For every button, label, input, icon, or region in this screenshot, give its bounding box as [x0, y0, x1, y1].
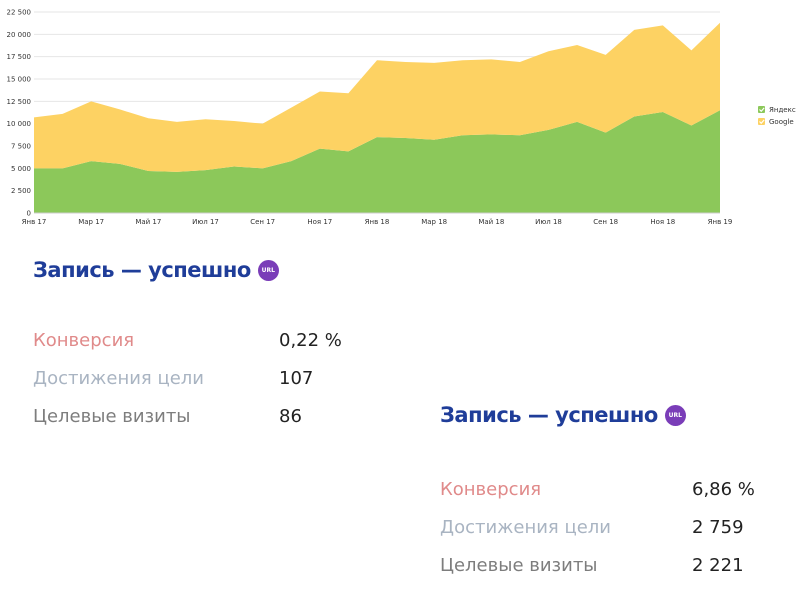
- goals-label: Достижения цели: [33, 368, 204, 389]
- x-tick-label: Июл 18: [535, 218, 562, 226]
- y-tick-label: 22 500: [7, 9, 32, 17]
- x-tick-label: Янв 17: [22, 218, 47, 226]
- legend-label[interactable]: Яндекс: [769, 106, 796, 114]
- x-tick-label: Ноя 17: [307, 218, 332, 226]
- url-badge-icon[interactable]: URL: [664, 404, 686, 426]
- y-tick-label: 0: [27, 210, 31, 218]
- y-tick-label: 12 500: [7, 98, 32, 106]
- legend-item[interactable]: Google: [758, 118, 794, 126]
- goals-value: 2 759: [692, 517, 744, 538]
- legend-item[interactable]: Яндекс: [758, 106, 796, 114]
- x-tick-label: Сен 17: [250, 218, 275, 226]
- x-tick-label: Янв 18: [365, 218, 390, 226]
- y-tick-label: 7 500: [11, 143, 31, 151]
- goals-label: Достижения цели: [440, 517, 611, 538]
- visits-label: Целевые визиты: [33, 406, 191, 427]
- chart-areas: [34, 22, 720, 214]
- goal-title-link[interactable]: Запись — успешно URL: [33, 258, 279, 282]
- x-tick-label: Мар 17: [78, 218, 104, 226]
- conversion-label: Конверсия: [440, 479, 542, 500]
- x-tick-label: Ноя 18: [650, 218, 675, 226]
- check-icon: [759, 107, 765, 113]
- area-series-yandex: [34, 110, 720, 213]
- visits-label: Целевые визиты: [440, 555, 598, 576]
- y-tick-label: 17 500: [7, 53, 32, 61]
- x-tick-label: Май 17: [135, 218, 161, 226]
- goal-title[interactable]: Запись — успешно: [440, 403, 658, 427]
- y-tick-label: 20 000: [7, 31, 32, 39]
- y-tick-label: 10 000: [7, 120, 32, 128]
- y-tick-label: 2 500: [11, 187, 31, 195]
- x-tick-label: Июл 17: [192, 218, 219, 226]
- y-axis-ticks: 0 2 500 5 000 7 500 10 000 12 500 15 000 17 500…: [7, 9, 32, 218]
- check-icon: [759, 119, 765, 125]
- x-tick-label: Янв 19: [708, 218, 733, 226]
- goal-title[interactable]: Запись — успешно: [33, 258, 251, 282]
- area-series-google: [34, 22, 720, 172]
- x-tick-label: Мар 18: [421, 218, 447, 226]
- x-axis-ticks: Янв 17 Мар 17 Май 17 Июл 17 Сен 17 Ноя 17 Янв …: [22, 218, 733, 226]
- y-tick-label: 15 000: [7, 76, 32, 84]
- goals-value: 107: [279, 368, 314, 389]
- visits-value: 86: [279, 406, 302, 427]
- y-tick-label: 5 000: [11, 165, 31, 173]
- stacked-area-chart: 0 2 500 5 000 7 500 10 000 12 500 15 000 17 500…: [7, 9, 796, 227]
- legend-swatch[interactable]: [758, 118, 765, 125]
- conversion-value: 6,86 %: [692, 479, 755, 500]
- conversion-label: Конверсия: [33, 330, 135, 351]
- conversion-value: 0,22 %: [279, 330, 342, 351]
- x-tick-label: Май 18: [478, 218, 504, 226]
- goal-summary-2: Запись — успешно URL Конверсия 6,86 % До…: [440, 403, 790, 588]
- url-badge-icon[interactable]: URL: [257, 259, 279, 281]
- chart-legend: Яндекс Google: [758, 106, 796, 126]
- x-tick-label: Сен 18: [593, 218, 618, 226]
- legend-swatch[interactable]: [758, 106, 765, 113]
- legend-label[interactable]: Google: [769, 118, 794, 126]
- goal-summary-1: Запись — успешно URL Конверсия 0,22 % До…: [33, 258, 373, 438]
- goal-title-link[interactable]: Запись — успешно URL: [440, 403, 686, 427]
- visits-value: 2 221: [692, 555, 744, 576]
